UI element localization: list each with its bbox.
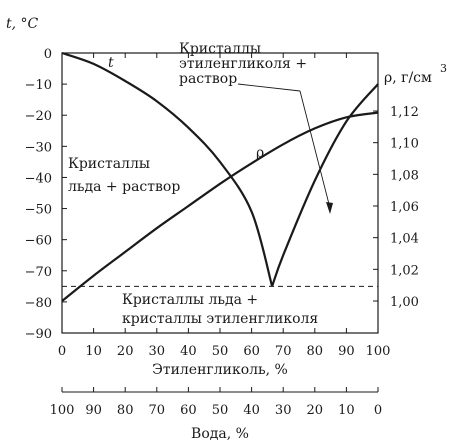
annotation-eg-line-3: раствор (179, 71, 237, 87)
series-density-line (61, 111, 379, 302)
x2-tick-label: 50 (212, 403, 229, 418)
x2-tick-label: 70 (149, 403, 166, 418)
x-tick-label: 50 (212, 344, 229, 359)
series-label-t: t (108, 55, 114, 71)
y-right-tick-label: 1,00 (390, 295, 419, 310)
x-tick-label: 80 (307, 344, 324, 359)
y-left-tick-label: −50 (25, 203, 52, 218)
x2-tick-label: 20 (307, 403, 324, 418)
annotation-ice-line-1: Кристаллы (68, 156, 150, 172)
y-left-tick-label: −20 (25, 109, 52, 124)
x-tick-label: 100 (366, 344, 391, 359)
x2-axis-label: Вода, % (191, 426, 249, 442)
x2-tick-label: 100 (50, 403, 75, 418)
x2-tick-label: 30 (275, 403, 292, 418)
y-left-tick-label: −90 (25, 327, 52, 342)
pointer-head (326, 202, 333, 214)
x2-tick-label: 10 (338, 403, 355, 418)
x-tick-label: 30 (149, 344, 166, 359)
pointer-shaft (299, 90, 331, 209)
annotation-both-crystals: Кристаллы льда + кристаллы этиленгликоля (122, 292, 318, 327)
x-tick-label: 20 (117, 344, 134, 359)
x2-tick-label: 0 (374, 403, 382, 418)
y-right-tick-label: 1,12 (390, 105, 419, 120)
y-left-tick-label: −80 (25, 296, 52, 311)
annotation-both-line-1: Кристаллы льда + (122, 292, 258, 308)
x-tick-label: 0 (58, 344, 66, 359)
y-left-tick-label: 0 (44, 47, 52, 62)
x-tick-label: 70 (275, 344, 292, 359)
annotation-eg-line-2: этиленгликоля + (179, 56, 307, 72)
x-tick-label: 60 (243, 344, 260, 359)
y-left-axis-label: t, °C (6, 16, 39, 32)
y-right-axis-label-sup: 3 (440, 62, 447, 75)
y-right-tick-label: 1,02 (390, 263, 419, 278)
y-right-axis-label: ρ, г/см 3 (384, 62, 447, 86)
y-right-tick-label: 1,06 (390, 200, 419, 215)
annotation-ice-line-2: льда + раствор (68, 179, 180, 195)
x-tick-label: 10 (85, 344, 102, 359)
x2-tick-label: 60 (180, 403, 197, 418)
y-right-tick-label: 1,08 (390, 168, 419, 183)
y-left-tick-label: −60 (25, 234, 52, 249)
y-right-axis-label-text: ρ, г/см (384, 70, 432, 86)
x-tick-label: 90 (338, 344, 355, 359)
x2-tick-label: 90 (85, 403, 102, 418)
y-right-tick-label: 1,10 (390, 137, 419, 152)
y-left-tick-label: −10 (25, 78, 52, 93)
annotation-ice-crystals: Кристаллы льда + раствор (68, 156, 180, 195)
series-label-rho: ρ (256, 145, 264, 161)
x2-tick-label: 80 (117, 403, 134, 418)
series-temperature-line (61, 51, 379, 287)
y-right-tick-label: 1,04 (390, 232, 419, 247)
annotation-both-line-2: кристаллы этиленгликоля (122, 311, 318, 327)
annotation-pointer-arrow (237, 83, 333, 214)
y-left-tick-label: −30 (25, 140, 52, 155)
x-tick-label: 40 (180, 344, 197, 359)
annotation-ethylene-glycol-crystals: Кристаллы этиленгликоля + раствор (179, 41, 307, 87)
y-left-tick-label: −40 (25, 171, 52, 186)
annotation-eg-line-1: Кристаллы (179, 41, 261, 57)
y-left-tick-label: −70 (25, 265, 52, 280)
x2-tick-label: 40 (243, 403, 260, 418)
pointer-leader (237, 83, 301, 92)
x-axis-label: Этиленгликоль, % (152, 362, 288, 378)
